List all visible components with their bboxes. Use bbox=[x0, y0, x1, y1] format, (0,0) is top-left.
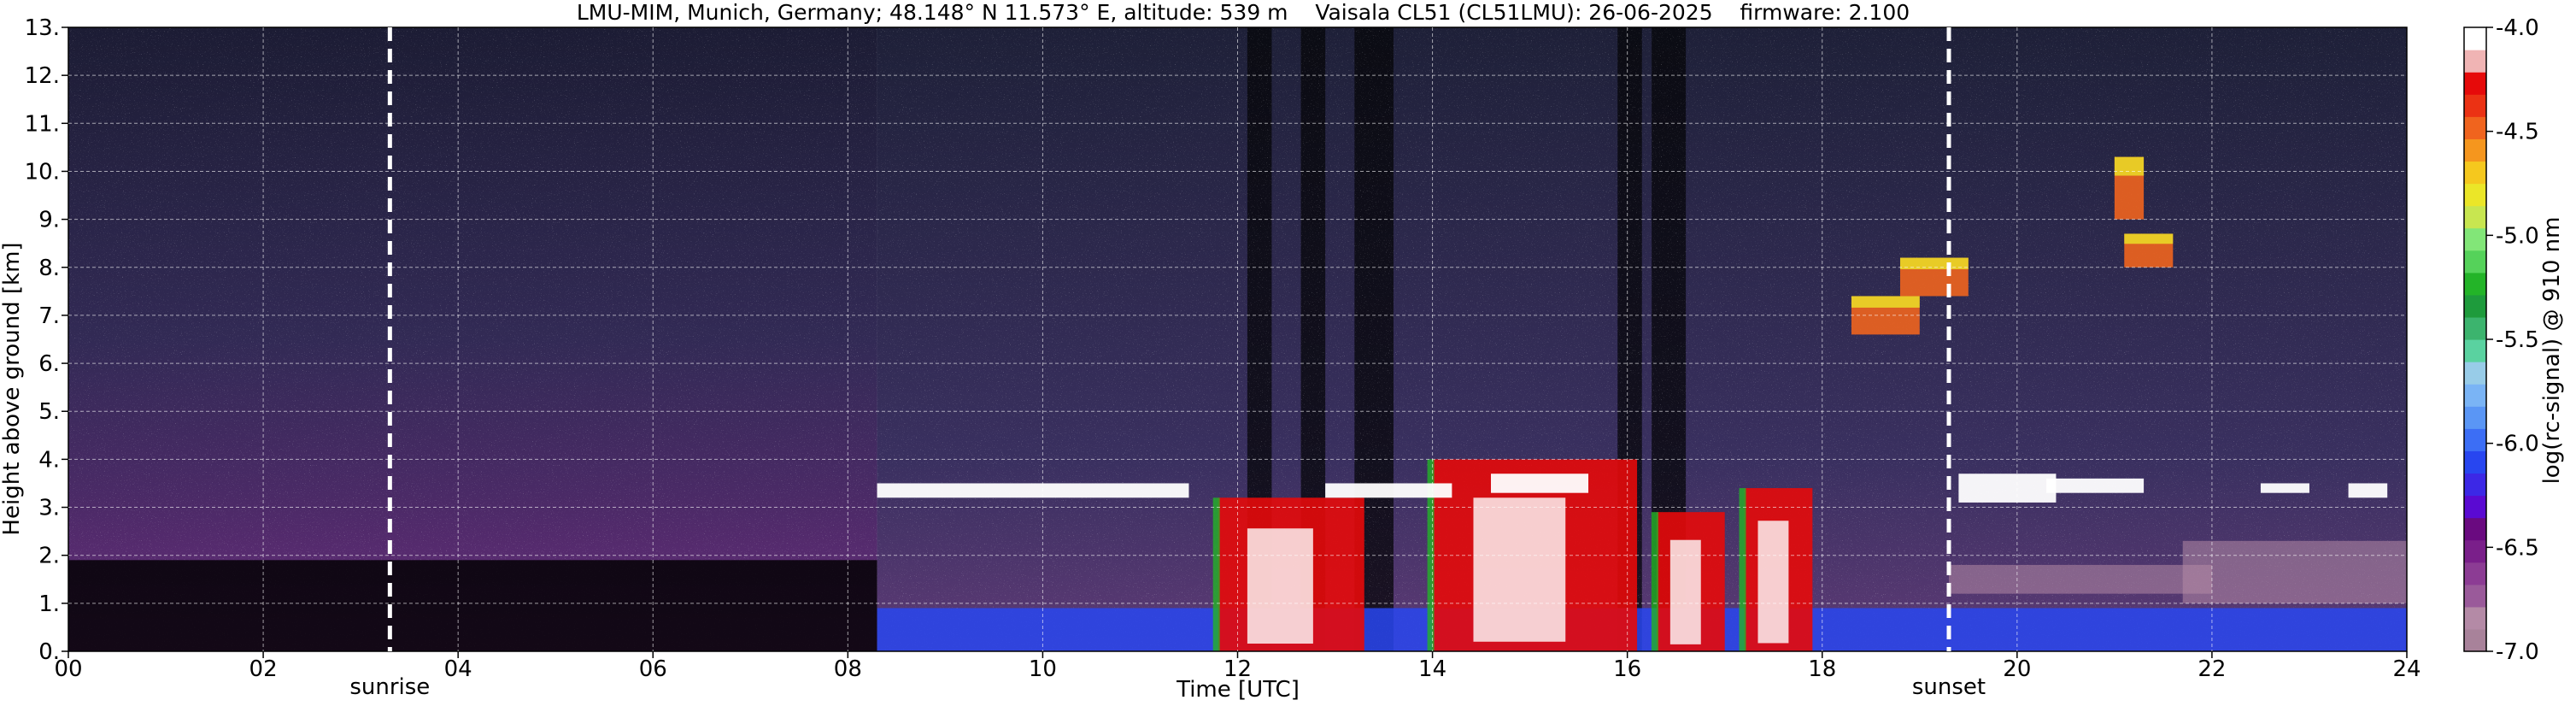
colorbar-segment bbox=[2464, 138, 2486, 162]
feature-low-blue-layer bbox=[877, 608, 2407, 651]
colorbar-segment bbox=[2464, 606, 2486, 630]
x-tick-label: 16 bbox=[1613, 656, 1641, 682]
y-tick-label: 12. bbox=[25, 63, 60, 89]
feature-cloud-edge bbox=[1212, 497, 1220, 651]
colorbar-segment bbox=[2464, 406, 2486, 429]
x-axis-label: Time [UTC] bbox=[1176, 677, 1300, 703]
colorbar-segment bbox=[2464, 316, 2486, 340]
colorbar-segment bbox=[2464, 161, 2486, 185]
feature-high-cloud-edge bbox=[2114, 156, 2145, 176]
feature-cloud-layer bbox=[877, 483, 1189, 498]
night-low-dark bbox=[68, 560, 877, 651]
sun-markers: sunrise sunset bbox=[349, 27, 1986, 700]
y-tick-label: 10. bbox=[25, 159, 60, 185]
y-axis: 0. 1. 2. 3. 4. 5. 6. 7. 8. 9. 10. 11. 12. 13. bbox=[25, 15, 68, 665]
chart-title: LMU-MIM, Munich, Germany; 48.148° N 11.5… bbox=[577, 0, 1910, 25]
x-tick-label: 22 bbox=[2198, 656, 2226, 682]
x-axis: 00 02 04 06 08 10 12 14 16 18 20 22 24 bbox=[54, 651, 2421, 682]
colorbar-segment bbox=[2464, 183, 2486, 207]
colorbar-segment bbox=[2464, 272, 2486, 296]
marker-label-sunset: sunset bbox=[1912, 674, 1986, 700]
x-tick-label: 12 bbox=[1223, 656, 1252, 682]
y-tick-label: 2. bbox=[38, 544, 60, 569]
colorbar-segment bbox=[2464, 116, 2486, 139]
colorbar-tick-label: -4.0 bbox=[2496, 15, 2539, 41]
x-tick-label: 00 bbox=[54, 656, 82, 682]
y-tick-label: 5. bbox=[38, 399, 60, 425]
feature-cloud-core bbox=[1757, 521, 1789, 644]
colorbar-segment bbox=[2464, 384, 2486, 407]
colorbar-segment bbox=[2464, 250, 2486, 274]
y-tick-label: 7. bbox=[38, 303, 60, 329]
feature-cloud-layer bbox=[1958, 474, 2057, 503]
y-tick-label: 8. bbox=[38, 256, 60, 281]
colorbar: -4.0 -4.5 -5.0 -5.5 -6.0 -6.5 -7.0 bbox=[2463, 15, 2539, 665]
colorbar-segment bbox=[2464, 428, 2486, 451]
colorbar-segment bbox=[2464, 539, 2486, 563]
colorbar-segment bbox=[2464, 339, 2486, 362]
y-tick-label: 0. bbox=[38, 639, 60, 665]
feature-cloud-layer bbox=[2046, 478, 2145, 493]
x-tick-label: 06 bbox=[639, 656, 667, 682]
x-tick-label: 20 bbox=[2003, 656, 2031, 682]
colorbar-segment bbox=[2464, 94, 2486, 117]
feature-aerosol-layer bbox=[2182, 540, 2407, 603]
x-tick-label: 02 bbox=[249, 656, 278, 682]
grid bbox=[68, 27, 2407, 651]
colorbar-tick-label: -5.5 bbox=[2496, 327, 2539, 353]
feature-high-cloud-edge bbox=[2124, 233, 2174, 244]
y-tick-label: 3. bbox=[38, 496, 60, 521]
feature-cloud-core bbox=[1473, 497, 1566, 642]
colorbar-segment bbox=[2464, 584, 2486, 608]
colorbar-segment bbox=[2464, 517, 2486, 541]
feature-cloud-layer bbox=[2260, 483, 2309, 493]
colorbar-segment bbox=[2464, 27, 2486, 50]
y-tick-label: 11. bbox=[25, 111, 60, 137]
colorbar-segment bbox=[2464, 473, 2486, 497]
colorbar-segment bbox=[2464, 450, 2486, 474]
colorbar-segment bbox=[2464, 495, 2486, 519]
feature-cloud-core bbox=[1669, 539, 1701, 644]
colorbar-tick-label: -6.5 bbox=[2496, 535, 2539, 561]
y-axis-label: Height above ground [km] bbox=[0, 242, 25, 535]
y-tick-label: 13. bbox=[25, 15, 60, 41]
x-tick-label: 04 bbox=[444, 656, 472, 682]
colorbar-segment bbox=[2464, 50, 2486, 73]
x-tick-label: 24 bbox=[2392, 656, 2421, 682]
colorbar-tick-label: -5.0 bbox=[2496, 223, 2539, 249]
x-tick-label: 08 bbox=[834, 656, 862, 682]
marker-label-sunrise: sunrise bbox=[349, 674, 430, 700]
colorbar-label: log(rc-signal) @ 910 nm bbox=[2539, 217, 2565, 485]
colorbar-segment bbox=[2464, 227, 2486, 251]
colorbar-tick-label: -6.0 bbox=[2496, 432, 2539, 457]
feature-cloud-layer bbox=[1491, 474, 1589, 493]
feature-aerosol-layer bbox=[1949, 564, 2212, 594]
feature-cloud-layer bbox=[1325, 483, 1452, 498]
colorbar-tick-label: -7.0 bbox=[2496, 639, 2539, 665]
x-tick-label: 10 bbox=[1029, 656, 1057, 682]
feature-cloud-layer bbox=[2348, 483, 2388, 498]
feature-cloud-edge bbox=[1651, 512, 1658, 651]
feature-high-cloud-edge bbox=[1899, 257, 1969, 270]
colorbar-segment bbox=[2464, 562, 2486, 585]
colorbar-segment bbox=[2464, 628, 2486, 652]
feature-high-cloud-edge bbox=[1851, 296, 1920, 308]
colorbar-segment bbox=[2464, 205, 2486, 229]
colorbar-segment bbox=[2464, 72, 2486, 95]
colorbar-segment bbox=[2464, 362, 2486, 385]
x-tick-label: 18 bbox=[1808, 656, 1836, 682]
y-tick-label: 4. bbox=[38, 447, 60, 473]
feature-cloud-edge bbox=[1739, 488, 1746, 651]
x-tick-label: 14 bbox=[1418, 656, 1446, 682]
y-tick-label: 1. bbox=[38, 591, 60, 617]
colorbar-tick-label: -4.5 bbox=[2496, 120, 2539, 145]
feature-cloud-edge bbox=[1427, 459, 1435, 651]
y-tick-label: 6. bbox=[38, 351, 60, 377]
feature-cloud-core bbox=[1247, 528, 1313, 644]
colorbar-segment bbox=[2464, 294, 2486, 318]
y-tick-label: 9. bbox=[38, 208, 60, 233]
